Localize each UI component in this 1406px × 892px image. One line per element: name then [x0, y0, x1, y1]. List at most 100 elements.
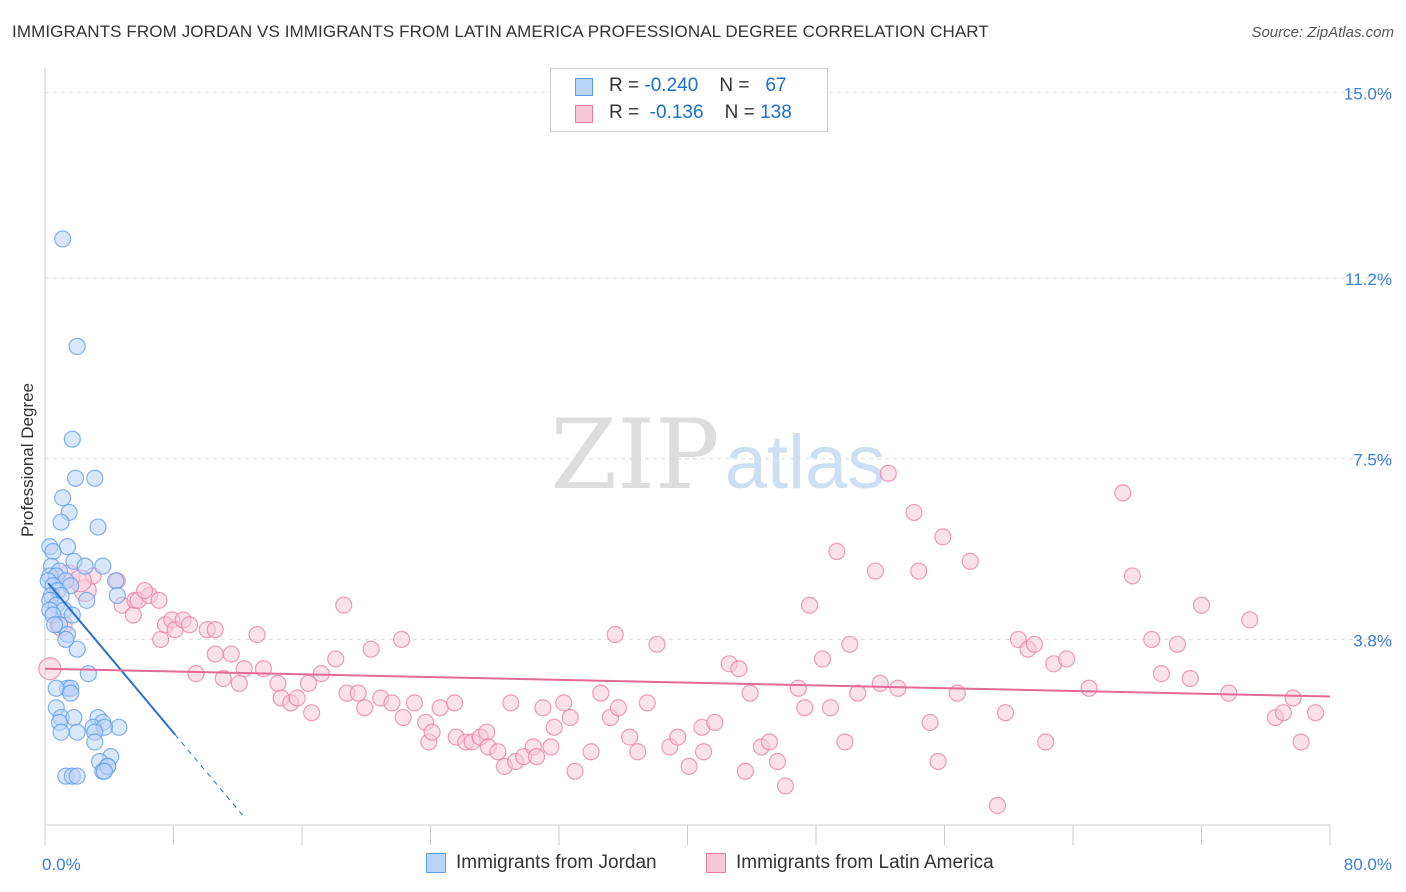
- x-tick-label-max: 80.0%: [1344, 855, 1392, 874]
- latin-america-point: [961, 552, 979, 570]
- latin-america-point: [561, 708, 579, 727]
- latin-america-point: [1114, 484, 1132, 502]
- latin-america-point: [1241, 611, 1259, 629]
- jordan-point: [94, 557, 112, 575]
- jordan-point: [58, 538, 77, 556]
- legend-swatch-jordan: [426, 853, 446, 873]
- latin-america-point: [910, 562, 928, 580]
- latin-america-point: [206, 621, 224, 639]
- latin-america-point: [849, 684, 867, 702]
- stats-legend-text-latin-america: R = -0.136 N = 138: [609, 102, 792, 124]
- latin-america-point: [1292, 733, 1310, 751]
- n-value-latin-america: 138: [760, 102, 792, 123]
- n-value-jordan: 67: [765, 75, 787, 96]
- latin-america-point: [152, 630, 170, 649]
- latin-america-point: [609, 699, 628, 717]
- latin-america-point: [187, 664, 205, 683]
- latin-america-point: [1143, 630, 1161, 649]
- jordan-point: [79, 664, 97, 683]
- stats-legend-text-jordan: R = -0.240 N = 67: [609, 75, 786, 97]
- latin-america-point: [555, 694, 573, 712]
- latin-america-point: [669, 728, 687, 746]
- jordan-point: [44, 542, 62, 561]
- jordan-point: [54, 489, 72, 507]
- latin-america-point: [383, 694, 401, 712]
- latin-america-point: [248, 625, 266, 644]
- latin-america-point: [206, 645, 224, 663]
- latin-america-point: [621, 728, 639, 746]
- latin-america-point: [871, 674, 889, 692]
- r-label: R =: [609, 102, 640, 123]
- jordan-point: [78, 591, 96, 609]
- latin-america-point: [1306, 704, 1325, 722]
- latin-america-point: [1192, 596, 1211, 614]
- jordan-point: [63, 430, 81, 448]
- latin-america-point: [303, 704, 321, 722]
- latin-america-point: [478, 723, 496, 741]
- latin-america-point: [841, 635, 859, 653]
- jordan-trend-line: [47, 582, 176, 736]
- latin-america-point: [1057, 650, 1076, 668]
- latin-america-point: [629, 743, 647, 761]
- y-tick-label: 7.5%: [1353, 451, 1392, 470]
- latin-america-point: [335, 596, 353, 614]
- latin-america-point: [988, 796, 1007, 815]
- jordan-point: [62, 684, 80, 702]
- latin-america-point: [796, 699, 814, 717]
- latin-america-point: [423, 723, 441, 741]
- latin-america-point: [1037, 733, 1055, 751]
- jordan-point: [68, 337, 86, 355]
- source-credit: Source: ZipAtlas.com: [1251, 24, 1394, 41]
- latin-america-point: [730, 660, 748, 678]
- jordan-point: [52, 723, 70, 741]
- latin-america-point: [288, 689, 306, 707]
- latin-america-point: [566, 762, 584, 780]
- latin-america-point: [768, 752, 787, 771]
- latin-america-point: [813, 650, 832, 668]
- legend-label-jordan: Immigrants from Jordan: [456, 852, 657, 873]
- latin-america-point: [542, 738, 560, 756]
- latin-america-point: [741, 684, 759, 702]
- latin-america-point: [996, 704, 1015, 722]
- latin-america-point: [921, 713, 939, 732]
- latin-america-point: [327, 650, 345, 668]
- latin-america-point: [230, 674, 248, 692]
- jordan-point: [76, 557, 94, 575]
- jordan-point: [54, 230, 72, 248]
- latin-america-point: [879, 464, 897, 482]
- latin-america-point: [866, 562, 885, 580]
- jordan-point: [68, 640, 86, 658]
- jordan-point: [108, 586, 126, 605]
- jordan-point: [47, 679, 65, 697]
- x-tick-label-min: 0.0%: [42, 855, 81, 874]
- latin-america-point: [582, 743, 600, 761]
- latin-america-point: [789, 679, 807, 697]
- watermark-zip: ZIP: [550, 399, 719, 511]
- latin-america-point: [222, 645, 240, 663]
- latin-america-point: [502, 694, 520, 712]
- r-value-latin-america: -0.136: [649, 102, 704, 123]
- latin-america-point: [1123, 567, 1142, 585]
- latin-america-point: [1168, 635, 1187, 653]
- latin-america-point: [776, 777, 795, 795]
- latin-america-point: [929, 752, 947, 771]
- latin-america-point: [349, 684, 367, 702]
- latin-america-trend-line: [44, 667, 1331, 698]
- jordan-point: [95, 762, 114, 780]
- latin-america-point: [545, 718, 563, 736]
- latin-america-point: [706, 713, 724, 732]
- latin-america-point: [821, 699, 840, 717]
- latin-america-point: [534, 699, 552, 717]
- r-value-jordan: -0.240: [644, 75, 699, 96]
- latin-america-point: [1080, 679, 1098, 697]
- jordan-point: [110, 718, 128, 736]
- latin-america-point: [694, 743, 713, 761]
- latin-america-point: [135, 581, 154, 600]
- jordan-point: [86, 469, 104, 487]
- jordan-point: [86, 733, 104, 751]
- latin-america-point: [392, 630, 411, 649]
- jordan-point: [68, 767, 86, 785]
- latin-america-point: [124, 606, 142, 624]
- latin-america-point: [1284, 689, 1302, 707]
- latin-america-point: [1152, 664, 1170, 683]
